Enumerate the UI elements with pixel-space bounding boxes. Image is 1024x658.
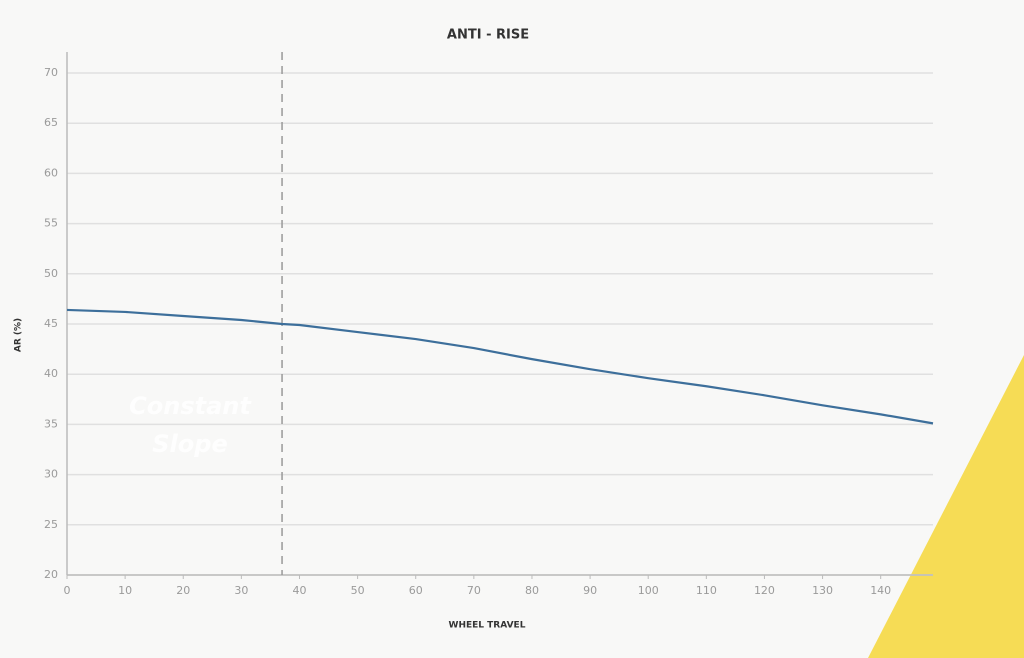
x-tick-label: 120 [754, 584, 775, 597]
decoration [868, 355, 1024, 658]
x-tick-label: 60 [409, 584, 423, 597]
x-tick-label: 140 [870, 584, 891, 597]
y-tick-label: 50 [44, 267, 58, 280]
x-tick-label: 50 [351, 584, 365, 597]
x-tick-label: 0 [64, 584, 71, 597]
y-tick-label: 60 [44, 166, 58, 179]
x-tick-label: 40 [292, 584, 306, 597]
y-tick-label: 45 [44, 317, 58, 330]
x-tick-label: 80 [525, 584, 539, 597]
x-tick-label: 20 [176, 584, 190, 597]
annotation: Constant Slope [129, 392, 252, 458]
x-tick-label: 130 [812, 584, 833, 597]
y-axis-label: AR (%) [14, 318, 24, 352]
x-tick-label: 110 [696, 584, 717, 597]
y-tick-label: 65 [44, 116, 58, 129]
plot-area: 20 25 30 35 40 45 50 55 60 65 70 0 10 20 30 40 50 60 70 80 9… [44, 52, 934, 597]
y-tick-label: 55 [44, 217, 58, 230]
y-tick-label: 70 [44, 66, 58, 79]
y-tick-label: 25 [44, 518, 58, 531]
data-line [66, 308, 934, 425]
x-tick-label: 70 [467, 584, 481, 597]
x-tick-label: 10 [118, 584, 132, 597]
y-tick-label: 35 [44, 417, 58, 430]
x-tick-label: 90 [583, 584, 597, 597]
annotation-line: Constant [129, 392, 252, 420]
x-tick-label: 30 [234, 584, 248, 597]
x-tick-label: 100 [638, 584, 659, 597]
y-tick-label: 40 [44, 367, 58, 380]
y-tick-label: 30 [44, 468, 58, 481]
y-tick-label: 20 [44, 568, 58, 581]
x-axis-label: WHEEL TRAVEL [449, 621, 526, 631]
chart-title: ANTI - RISE [447, 28, 529, 43]
annotation-line: Slope [152, 430, 227, 458]
